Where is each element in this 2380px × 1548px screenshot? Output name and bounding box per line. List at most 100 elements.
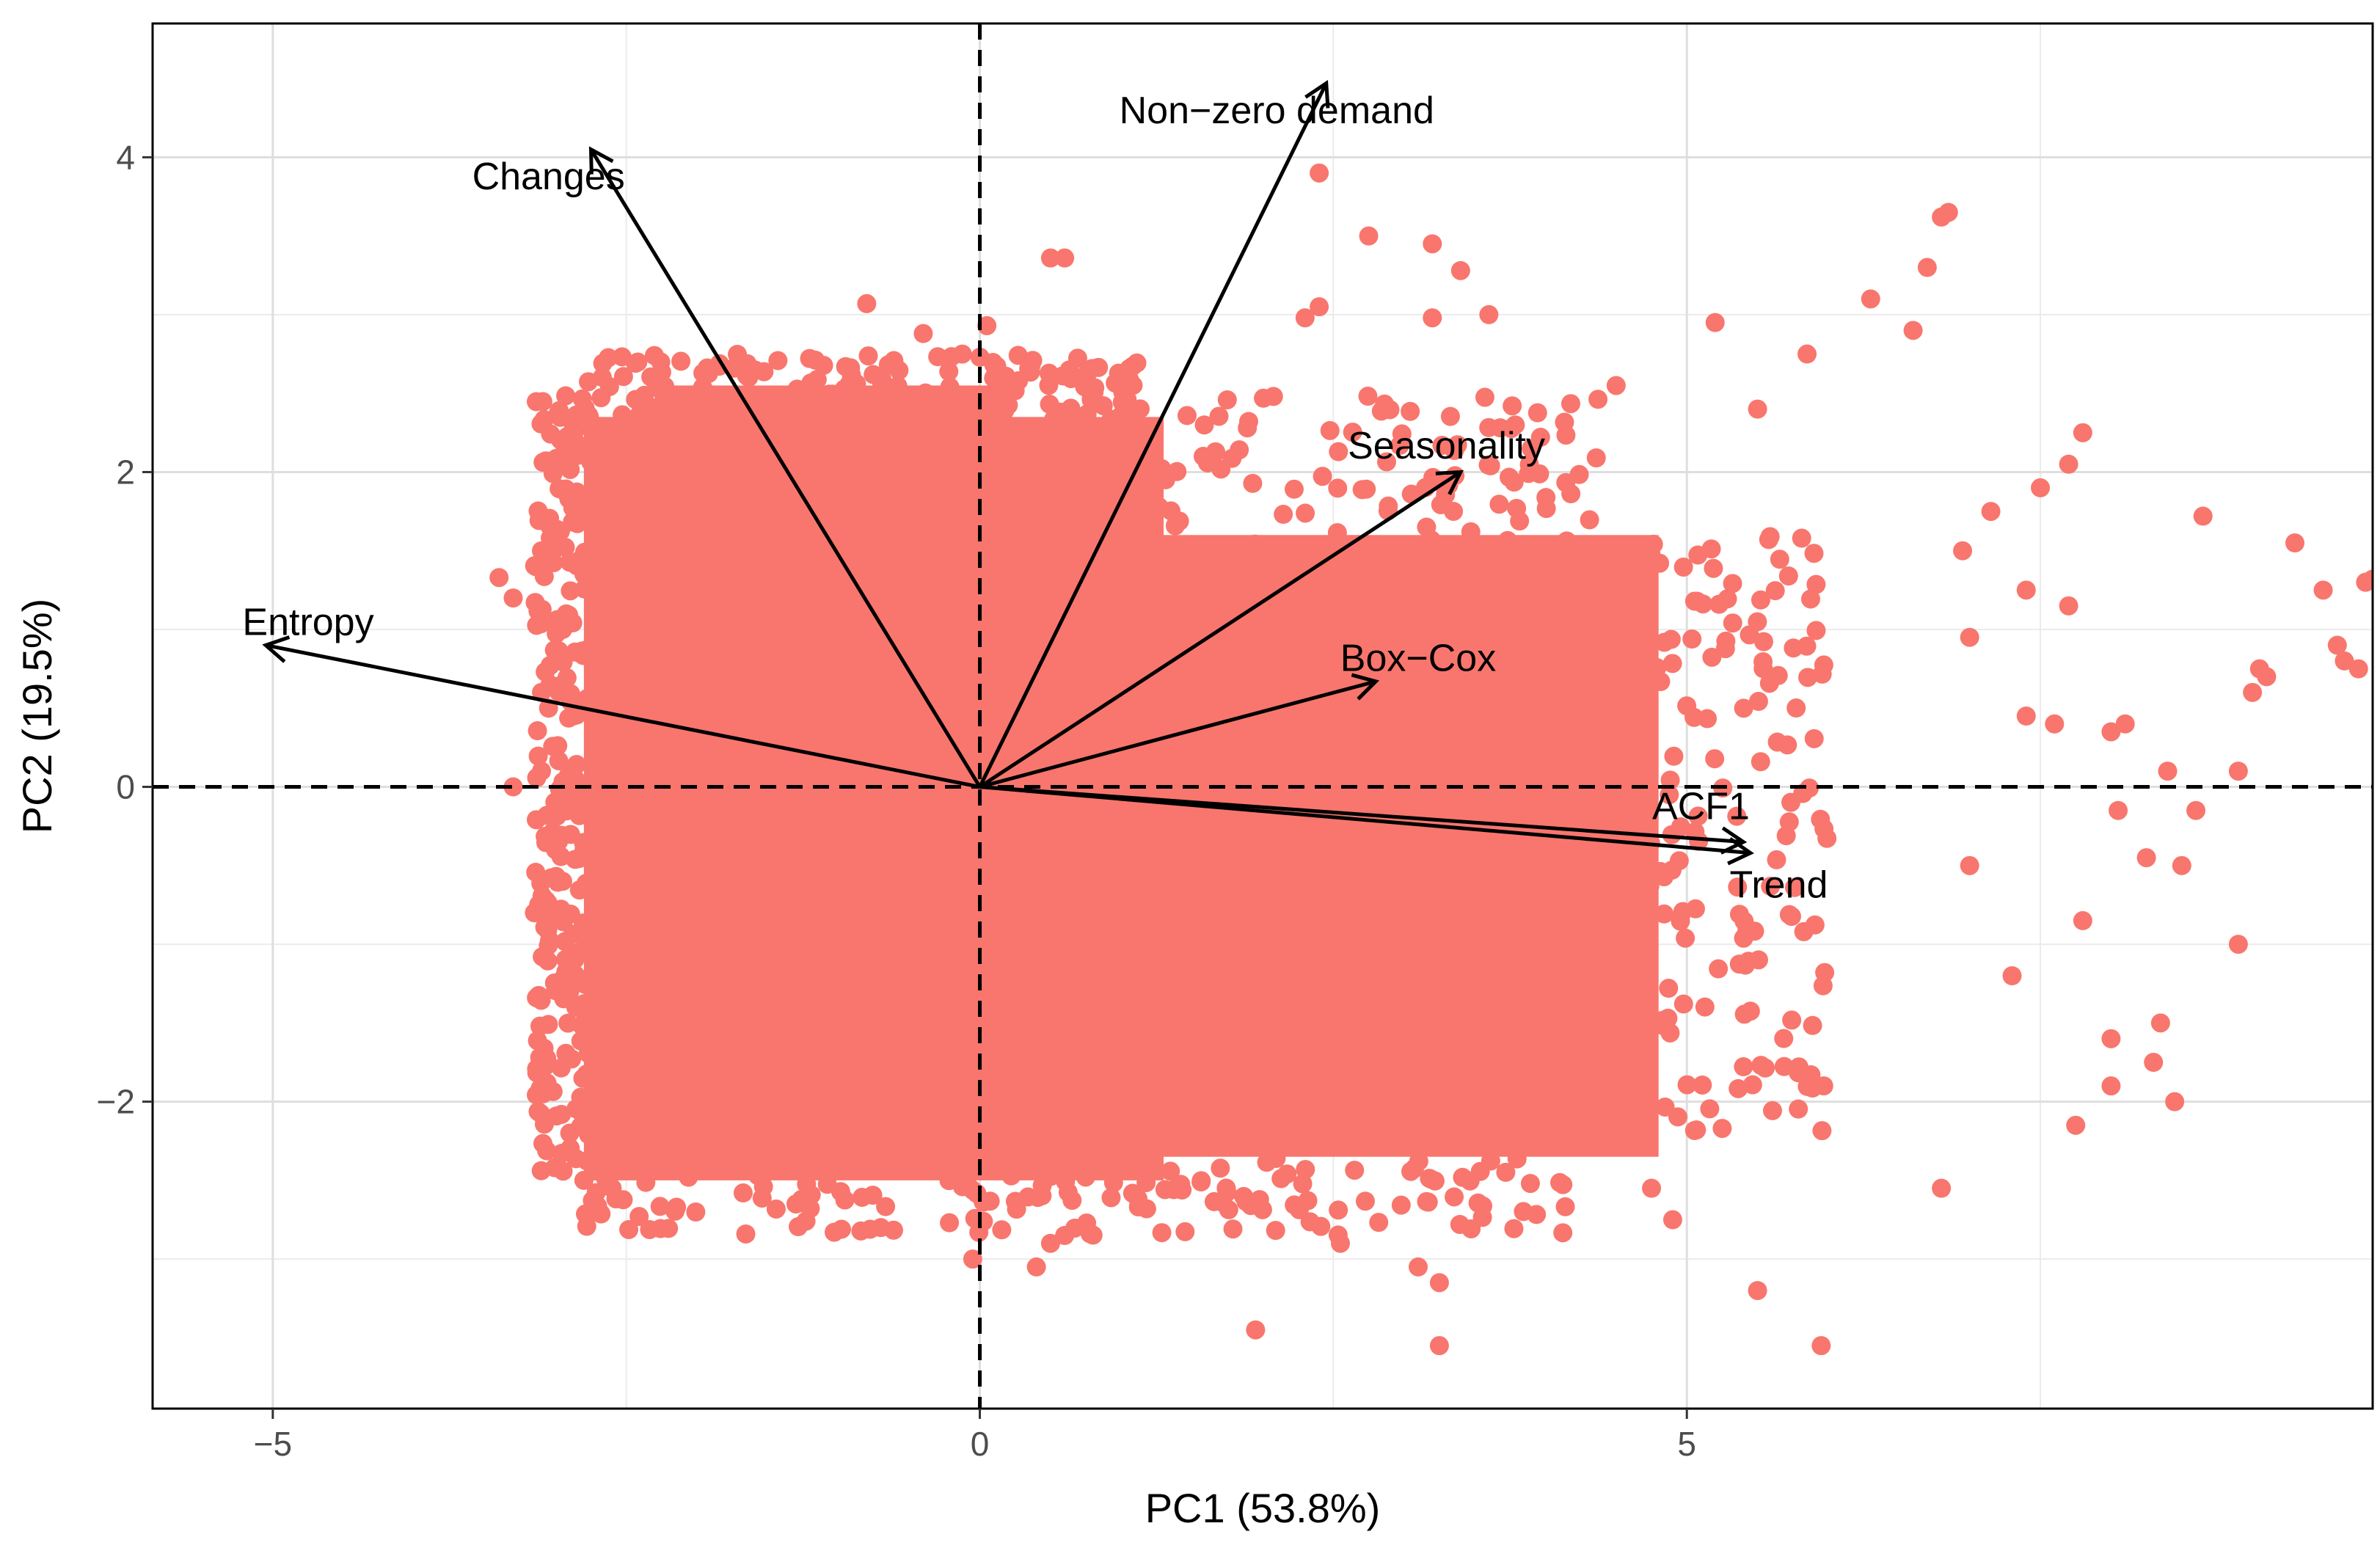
point-cloud-dot bbox=[528, 721, 547, 741]
point-cloud-dot bbox=[635, 415, 655, 434]
point-cloud-dot bbox=[1705, 749, 1725, 769]
y-tick-label: 4 bbox=[116, 138, 135, 176]
point-cloud-dot bbox=[636, 1172, 656, 1192]
point-cloud-dot bbox=[1328, 478, 1348, 498]
point-cloud-dot bbox=[529, 511, 549, 530]
scatter-point bbox=[1811, 1336, 1831, 1356]
point-cloud-dot bbox=[1800, 589, 1820, 609]
point-cloud-dot bbox=[1391, 1195, 1411, 1215]
point-cloud-dot bbox=[573, 1068, 593, 1088]
scatter-point bbox=[2335, 651, 2354, 671]
scatter-point bbox=[2348, 659, 2368, 679]
point-cloud-dot bbox=[1489, 494, 1509, 514]
point-cloud-dot bbox=[952, 344, 972, 364]
point-cloud-dot bbox=[1075, 377, 1095, 397]
point-cloud-dot bbox=[940, 1213, 960, 1233]
point-cloud-dot bbox=[569, 943, 588, 963]
point-cloud-dot bbox=[1165, 516, 1185, 536]
point-cloud-dot bbox=[530, 1048, 550, 1067]
point-cloud-dot bbox=[1475, 387, 1494, 407]
point-cloud-dot bbox=[1152, 1223, 1172, 1243]
point-cloud-dot bbox=[928, 347, 948, 367]
point-cloud-dot bbox=[1056, 1172, 1076, 1191]
point-cloud-dot bbox=[1774, 1056, 1794, 1076]
point-cloud-dot bbox=[615, 1149, 635, 1169]
point-cloud-dot bbox=[1689, 831, 1709, 851]
scatter-point bbox=[560, 982, 580, 1001]
point-cloud-dot bbox=[1223, 1219, 1243, 1239]
point-cloud-dot bbox=[1700, 1099, 1720, 1119]
point-cloud-dot bbox=[1496, 1162, 1516, 1182]
point-cloud-dot bbox=[572, 389, 592, 409]
arrowhead-acf1 bbox=[1720, 826, 1748, 855]
point-cloud-dot bbox=[626, 354, 646, 373]
point-cloud-dot bbox=[1761, 876, 1781, 896]
point-cloud-dot bbox=[1682, 629, 1702, 649]
point-cloud-dot bbox=[577, 919, 596, 938]
scatter-point bbox=[1938, 202, 1958, 222]
point-cloud-dot bbox=[745, 360, 765, 380]
point-cloud-dot bbox=[1709, 959, 1729, 979]
point-cloud-dot bbox=[1568, 734, 1588, 753]
scatter-point bbox=[1981, 502, 2001, 522]
point-cloud-dot bbox=[1217, 390, 1237, 409]
point-cloud-dot bbox=[1594, 623, 1613, 643]
point-cloud-dot bbox=[530, 1103, 550, 1123]
scatter-point bbox=[2363, 569, 2373, 589]
point-cloud-dot bbox=[1759, 530, 1778, 550]
point-cloud-dot bbox=[1612, 1062, 1632, 1081]
point-cloud-dot bbox=[591, 388, 611, 408]
point-cloud-dot bbox=[1789, 1099, 1808, 1119]
point-cloud-dot bbox=[1688, 545, 1708, 565]
y-tick-label: 2 bbox=[116, 453, 135, 491]
point-cloud-dot bbox=[1005, 381, 1025, 401]
scatter-point bbox=[977, 315, 997, 335]
point-cloud-dot bbox=[977, 413, 997, 433]
point-cloud-dot bbox=[1751, 752, 1770, 772]
scatter-point bbox=[786, 1194, 806, 1214]
reference-lines bbox=[153, 23, 2373, 1409]
scatter-point bbox=[503, 588, 523, 608]
point-cloud-dot bbox=[1355, 1191, 1375, 1211]
point-cloud-dot bbox=[1329, 442, 1348, 461]
point-cloud-dot bbox=[1028, 1188, 1048, 1208]
point-cloud-dot bbox=[619, 1219, 639, 1239]
point-cloud-dot bbox=[1765, 581, 1785, 601]
scatter-point bbox=[1423, 308, 1442, 328]
point-cloud-dot bbox=[935, 414, 955, 434]
point-cloud-dot bbox=[1553, 1223, 1573, 1243]
scatter-point bbox=[546, 840, 566, 860]
point-cloud-dot bbox=[1784, 638, 1803, 658]
point-cloud-dot bbox=[1507, 1149, 1527, 1169]
arrowhead-changes bbox=[588, 146, 614, 175]
point-cloud-dot bbox=[1222, 448, 1242, 468]
point-cloud-dot bbox=[1558, 657, 1578, 676]
scatter-point bbox=[2172, 855, 2191, 875]
point-cloud-dot bbox=[1547, 769, 1567, 789]
scatter-point bbox=[2228, 762, 2248, 781]
scatter-point bbox=[2136, 848, 2156, 868]
point-cloud-dot bbox=[1440, 406, 1460, 426]
point-cloud-dot bbox=[1588, 390, 1608, 409]
point-cloud-dot bbox=[1727, 806, 1747, 826]
point-cloud-dot bbox=[1620, 658, 1640, 678]
scatter-point bbox=[560, 1123, 580, 1143]
point-cloud-dot bbox=[574, 579, 594, 599]
point-cloud-dot bbox=[576, 640, 596, 660]
point-cloud-dot bbox=[1753, 652, 1773, 672]
point-cloud-dot bbox=[951, 409, 971, 428]
point-cloud-dot bbox=[952, 395, 972, 415]
scatter-point bbox=[2101, 722, 2121, 742]
point-cloud-dot bbox=[534, 566, 554, 586]
point-cloud-dot bbox=[1473, 1196, 1493, 1216]
point-cloud-dot bbox=[1571, 1068, 1591, 1088]
point-cloud-dot bbox=[569, 849, 589, 869]
scatter-point bbox=[1423, 234, 1442, 254]
point-cloud-dot bbox=[580, 1030, 600, 1050]
scatter-point bbox=[1026, 1257, 1046, 1277]
arrow-label-seasonality: Seasonality bbox=[1348, 425, 1545, 467]
point-cloud-dot bbox=[1114, 398, 1134, 418]
point-cloud-dot bbox=[1357, 479, 1376, 499]
point-cloud-dot bbox=[526, 862, 546, 882]
point-cloud-dot bbox=[1660, 770, 1680, 790]
